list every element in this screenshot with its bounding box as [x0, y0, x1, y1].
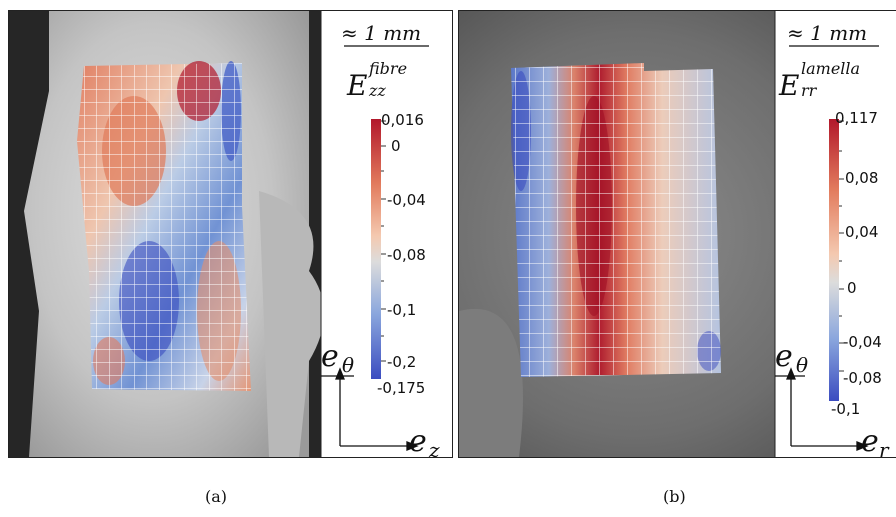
colorbar-b-tick-3: 0: [847, 279, 857, 297]
axis-vertical-sub-b: θ: [796, 353, 809, 377]
axes-arrows-b: [775, 367, 869, 451]
axes-arrows-a: [321, 367, 419, 451]
strain-sup-b: lamella: [801, 59, 861, 78]
colorbar-a-tick-3: -0,08: [387, 246, 426, 264]
strain-sub-b: rr: [801, 81, 817, 100]
axis-vertical-a: e: [321, 339, 339, 374]
caption-a: (a): [205, 487, 228, 506]
strain-field-a: [77, 61, 251, 391]
axis-horizontal-b: e: [861, 424, 879, 458]
colorbar-a-tick-1: 0: [391, 137, 401, 155]
panel-b-image: [459, 11, 896, 457]
scale-label-a: ≈ 1 mm: [341, 21, 422, 45]
colorbar-b-tick-2: 0,04: [845, 223, 879, 241]
axis-horizontal-sub-b: r: [879, 438, 889, 458]
scale-label-b: ≈ 1 mm: [787, 21, 868, 45]
colorbar-b-tick-5: -0,08: [843, 369, 882, 387]
colorbar-b: [829, 119, 839, 401]
colorbar-a-tick-2: -0,04: [387, 191, 426, 209]
strain-symbol-b: E: [779, 69, 800, 102]
colorbar-b-tick-0: 0,117: [835, 109, 878, 127]
colorbar-b-tick-4: -0,04: [843, 333, 882, 351]
panel-b: ≈ 1 mm E lamella rr 0,117 0,08 0,04 0 -0…: [458, 10, 896, 458]
panel-a: ≈ 1 mm E fibre zz 0,016 0 -0,04 -0,08 -0…: [8, 10, 453, 458]
caption-b: (b): [663, 487, 686, 506]
colorbar-a-tick-4: -0,1: [387, 301, 417, 319]
colorbar-b-tick-6: -0,1: [831, 400, 861, 418]
colorbar-b-tick-1: 0,08: [845, 169, 879, 187]
strain-symbol-a: E: [347, 69, 368, 102]
colorbar-a: [371, 119, 381, 379]
strain-sup-a: fibre: [369, 59, 408, 78]
axis-vertical-b: e: [775, 339, 793, 374]
axis-vertical-sub-a: θ: [342, 353, 355, 377]
axis-horizontal-sub-a: z: [429, 438, 440, 458]
strain-sub-a: zz: [369, 81, 386, 100]
strain-field-b: [511, 63, 721, 377]
axis-horizontal-a: e: [409, 424, 427, 458]
panel-a-image: [9, 11, 452, 457]
colorbar-a-tick-5: -0,2: [387, 353, 417, 371]
colorbar-a-tick-0: 0,016: [381, 111, 424, 129]
colorbar-a-tick-6: -0,175: [377, 379, 426, 397]
